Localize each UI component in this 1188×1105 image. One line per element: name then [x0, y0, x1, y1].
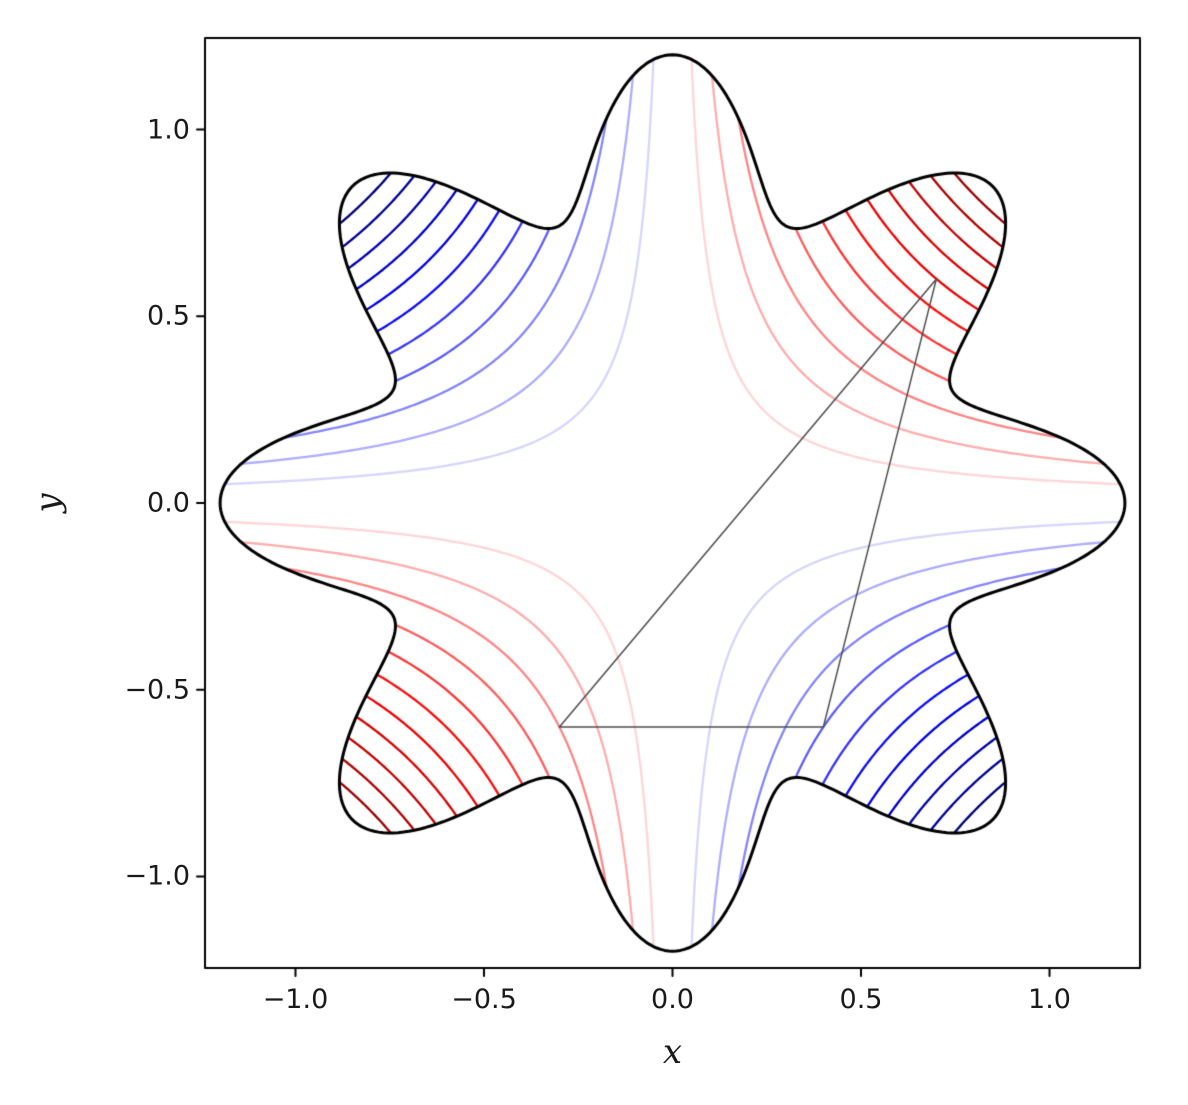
x-tick-label: 0.0	[651, 984, 694, 1015]
x-tick-label: −1.0	[262, 984, 329, 1015]
x-tick-label: 1.0	[1028, 984, 1071, 1015]
y-tick-label: 0.5	[147, 300, 190, 332]
x-tick-label: −0.5	[451, 984, 517, 1015]
x-axis-label: x	[662, 1032, 683, 1072]
y-tick-label: 0.0	[147, 487, 190, 519]
y-tick-label: 1.0	[147, 114, 190, 145]
y-tick-label: −0.5	[124, 674, 190, 706]
y-axis-label: y	[28, 493, 68, 513]
y-tick-label: −1.0	[124, 860, 190, 892]
x-tick-label: 0.5	[839, 984, 883, 1015]
